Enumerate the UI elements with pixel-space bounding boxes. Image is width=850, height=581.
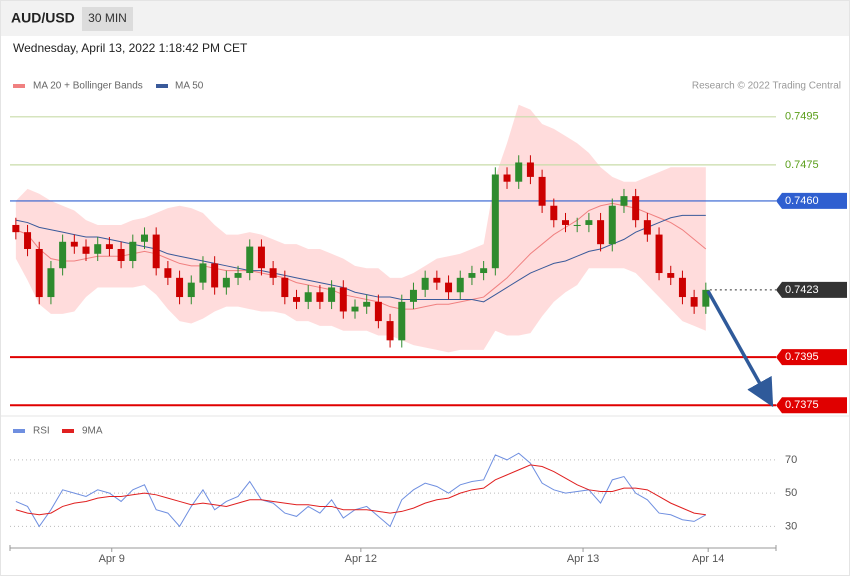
rsi-panel: RSI 9MA 30 50 70 [10,426,797,532]
candle-body [515,162,523,182]
candle-body [187,282,195,298]
candle-body [129,241,137,262]
candle-body [585,220,593,225]
level-label: 0.7375 [785,399,819,411]
y-tick-label: 30 [785,520,797,532]
candle-body [59,241,67,269]
candle-body [667,273,675,278]
candle-body [433,277,441,283]
candle-body [24,232,32,249]
candle-body [421,277,429,290]
candle-body [538,176,546,206]
timeframe: 30 MIN [88,11,127,25]
candle-body [328,287,336,302]
candle-body [140,234,148,242]
candle-body [269,268,277,278]
candle-body [374,301,382,322]
x-tick-label: Apr 14 [692,553,724,565]
legend-label: MA 50 [175,81,204,92]
candle-body [70,241,78,247]
candle-body [211,263,219,288]
forecast-arrow [706,290,774,408]
level-tag [776,349,847,366]
candle-body [445,282,453,293]
candle-body [117,248,125,262]
candle-body [468,273,476,278]
candle-body [632,196,640,221]
candle-body [164,268,172,278]
candle-body [199,263,207,283]
candle-body [176,277,184,298]
candle-body [597,220,605,245]
candle-body [152,234,160,269]
legend-label: MA 20 + Bollinger Bands [33,81,143,92]
candle-body [503,174,511,182]
price-panel: MA 20 + Bollinger Bands MA 50 0.7495 0.7475… [10,81,847,565]
candle-body [480,268,488,274]
candle-body [620,196,628,206]
candle-body [351,306,359,312]
candle-body [281,277,289,298]
candle-body [339,287,347,312]
level-label: 0.7475 [785,159,819,171]
candle-body [363,301,371,307]
candle-body [304,292,312,302]
candle-body [690,297,698,307]
level-label: 0.7495 [785,111,819,123]
level-label: 0.7460 [785,195,819,207]
header-bar [1,1,849,36]
candle-body [526,162,534,177]
candle-body [702,289,710,307]
candle-body [655,234,663,274]
candle-body [234,273,242,278]
candle-body [222,277,230,288]
candle-body [561,220,569,225]
legend-label: 9MA [82,426,103,437]
candle-body [105,244,113,249]
x-tick-label: Apr 12 [345,553,377,565]
x-tick-label: Apr 9 [99,553,125,565]
candle-body [409,289,417,302]
level-tag [776,192,847,209]
candle-body [398,301,406,341]
candle-body [47,268,55,298]
level-tag [776,397,847,414]
candle-body [82,246,90,254]
candle-body [573,224,581,226]
credit: Research © 2022 Trading Central [692,81,841,92]
legend-swatch [156,84,168,88]
timeframe-badge [82,7,133,31]
candle-body [12,224,20,233]
level-label: 0.7395 [785,351,819,363]
legend-label: RSI [33,426,50,437]
timestamp: Wednesday, April 13, 2022 1:18:42 PM CET [13,41,248,55]
level-label: 0.7423 [785,284,819,296]
rsi-line [15,452,707,528]
legend-swatch [62,429,74,433]
rsi-line [15,464,706,516]
symbol: AUD/USD [11,10,75,26]
x-tick-label: Apr 13 [567,553,599,565]
candle-body [94,244,102,254]
candle-body [246,246,254,274]
level-tag [776,281,847,298]
legend-swatch [13,429,25,433]
candle-body [643,220,651,235]
candle-body [35,248,43,298]
candle-body [316,292,324,302]
candle-body [257,246,265,269]
candle-body [678,277,686,298]
candle-body [608,205,616,245]
y-tick-label: 70 [785,454,797,466]
candle-body [386,321,394,341]
candle-body [550,205,558,221]
legend-swatch [13,84,25,88]
candle-body [491,174,499,269]
y-tick-label: 50 [785,487,797,499]
candle-body [456,277,464,293]
candle-body [293,297,301,302]
